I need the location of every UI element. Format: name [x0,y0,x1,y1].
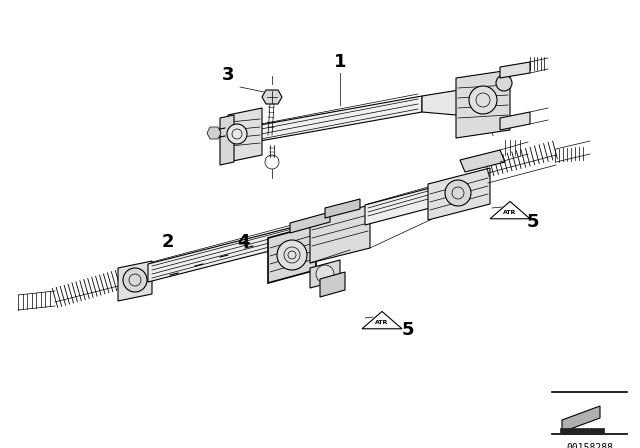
Circle shape [316,265,334,283]
Polygon shape [428,168,490,220]
Text: ATR: ATR [503,210,516,215]
Polygon shape [232,96,422,146]
Polygon shape [456,70,510,138]
Polygon shape [207,127,221,139]
Polygon shape [490,202,530,219]
Circle shape [469,86,497,114]
Polygon shape [310,205,370,263]
Polygon shape [560,428,604,434]
Polygon shape [362,311,402,329]
Polygon shape [220,115,234,165]
Circle shape [265,155,279,169]
Polygon shape [148,210,360,282]
Polygon shape [562,406,600,432]
Circle shape [445,180,471,206]
Polygon shape [262,90,282,104]
Polygon shape [422,85,490,118]
Text: 3: 3 [221,66,234,84]
Polygon shape [325,199,360,218]
Text: ATR: ATR [375,320,388,325]
Polygon shape [310,260,340,288]
Polygon shape [228,108,262,162]
Text: 1: 1 [333,53,346,71]
Polygon shape [118,261,152,301]
Polygon shape [460,150,505,172]
Text: 2: 2 [162,233,174,251]
Polygon shape [500,112,530,130]
Polygon shape [268,225,316,283]
Text: 5: 5 [527,213,540,231]
Text: 00158288: 00158288 [566,443,613,448]
Circle shape [227,124,247,144]
Polygon shape [290,212,330,233]
Polygon shape [320,272,345,297]
Polygon shape [365,188,430,225]
Circle shape [277,240,307,270]
Text: 5: 5 [402,321,414,339]
Circle shape [496,75,512,91]
Text: 4: 4 [237,233,249,251]
Circle shape [123,268,147,292]
Polygon shape [500,62,530,78]
